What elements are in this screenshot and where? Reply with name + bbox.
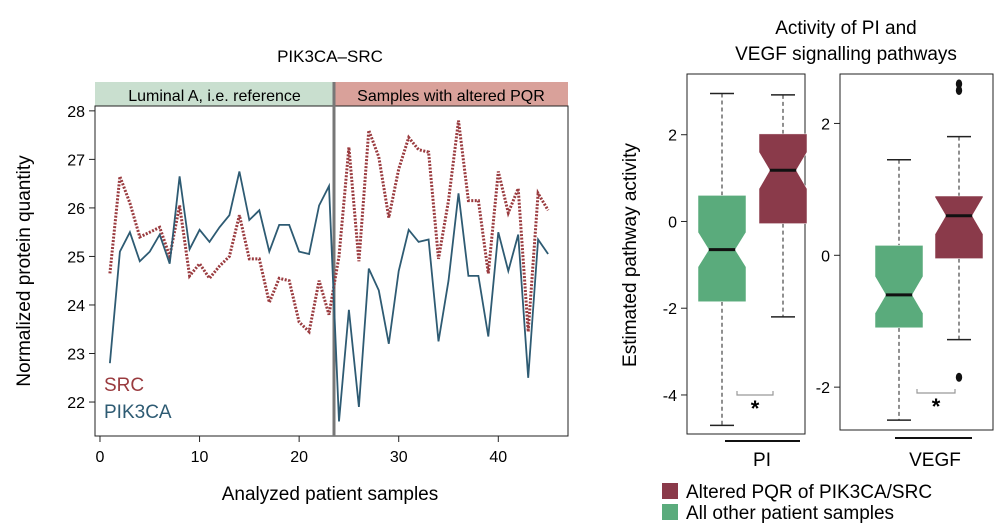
y-tick-label: 22: [67, 395, 85, 412]
box-panel-pi: -4 -2 0 2 * PI: [663, 73, 808, 471]
y-tick-label: 0: [821, 248, 830, 265]
significance-star: *: [751, 396, 760, 421]
line-y-axis: 22 23 24 25 26 27 28: [67, 104, 95, 412]
significance-star: *: [932, 394, 941, 419]
y-tick-label: 26: [67, 201, 85, 218]
box-chart-title-line-1: Activity of PI and: [775, 18, 917, 39]
x-tick-label: 10: [191, 449, 209, 466]
legend-pik3ca: PIK3CA: [104, 402, 172, 423]
y-tick-label: 28: [67, 104, 85, 121]
box-panel-vegf: -2 0 2 * VEGF: [816, 73, 994, 471]
y-tick-label: 2: [668, 128, 677, 145]
legend-label-other: All other patient samples: [686, 503, 894, 524]
region-label-reference: Luminal A, i.e. reference: [128, 88, 301, 105]
significance-bracket: [736, 391, 774, 396]
line-y-axis-label: Normalized protein quantity: [14, 155, 35, 387]
pi-panel-content: -4 -2 0 2 *: [663, 92, 808, 427]
pi-panel-frame: [686, 73, 806, 435]
x-tick-label: 20: [290, 449, 308, 466]
y-tick-label: 24: [67, 298, 85, 315]
outlier-point: [955, 85, 963, 95]
y-tick-label: 0: [668, 214, 677, 231]
line-x-axis: 0 10 20 30 40: [96, 436, 507, 466]
box-altered: [934, 195, 984, 259]
legend-label-altered: Altered PQR of PIK3CA/SRC: [686, 482, 932, 503]
line-x-axis-label: Analyzed patient samples: [222, 484, 439, 505]
line-plot-frame: [94, 105, 569, 437]
y-tick-label: 23: [67, 347, 85, 364]
vegf-panel-frame: [839, 73, 994, 431]
pi-panel-label: PI: [753, 450, 771, 471]
box-altered: [758, 133, 808, 224]
box-chart: Activity of PI and VEGF signalling pathw…: [620, 18, 994, 524]
box-chart-title-line-2: VEGF signalling pathways: [735, 44, 957, 65]
x-tick-label: 30: [390, 449, 408, 466]
pik3ca-series-line: [109, 171, 549, 422]
region-band-altered: [333, 82, 568, 106]
legend-swatch-other: [662, 504, 678, 520]
outlier-point: [955, 372, 963, 382]
y-tick-label: -2: [663, 301, 677, 318]
vegf-panel-label: VEGF: [909, 450, 961, 471]
region-band-reference: [95, 82, 334, 106]
outlier-point: [955, 79, 963, 89]
box-other: [874, 245, 924, 329]
y-tick-label: 2: [821, 116, 830, 133]
line-chart: PIK3CA–SRC Luminal A, i.e. reference Sam…: [14, 47, 569, 505]
y-tick-label: -4: [663, 388, 677, 405]
region-label-altered: Samples with altered PQR: [357, 88, 545, 105]
y-tick-label: 25: [67, 249, 85, 266]
line-chart-title: PIK3CA–SRC: [277, 47, 383, 66]
x-tick-label: 40: [489, 449, 507, 466]
significance-bracket: [916, 389, 956, 394]
src-series-line: [108, 120, 550, 335]
vegf-panel-content: -2 0 2 *: [816, 79, 984, 421]
x-tick-label: 0: [96, 449, 105, 466]
legend-src: SRC: [104, 375, 144, 396]
y-tick-label: -2: [816, 380, 830, 397]
y-tick-label: 27: [67, 152, 85, 169]
box-y-axis-label: Estimated pathway activity: [620, 143, 641, 367]
legend-swatch-altered: [662, 483, 678, 499]
